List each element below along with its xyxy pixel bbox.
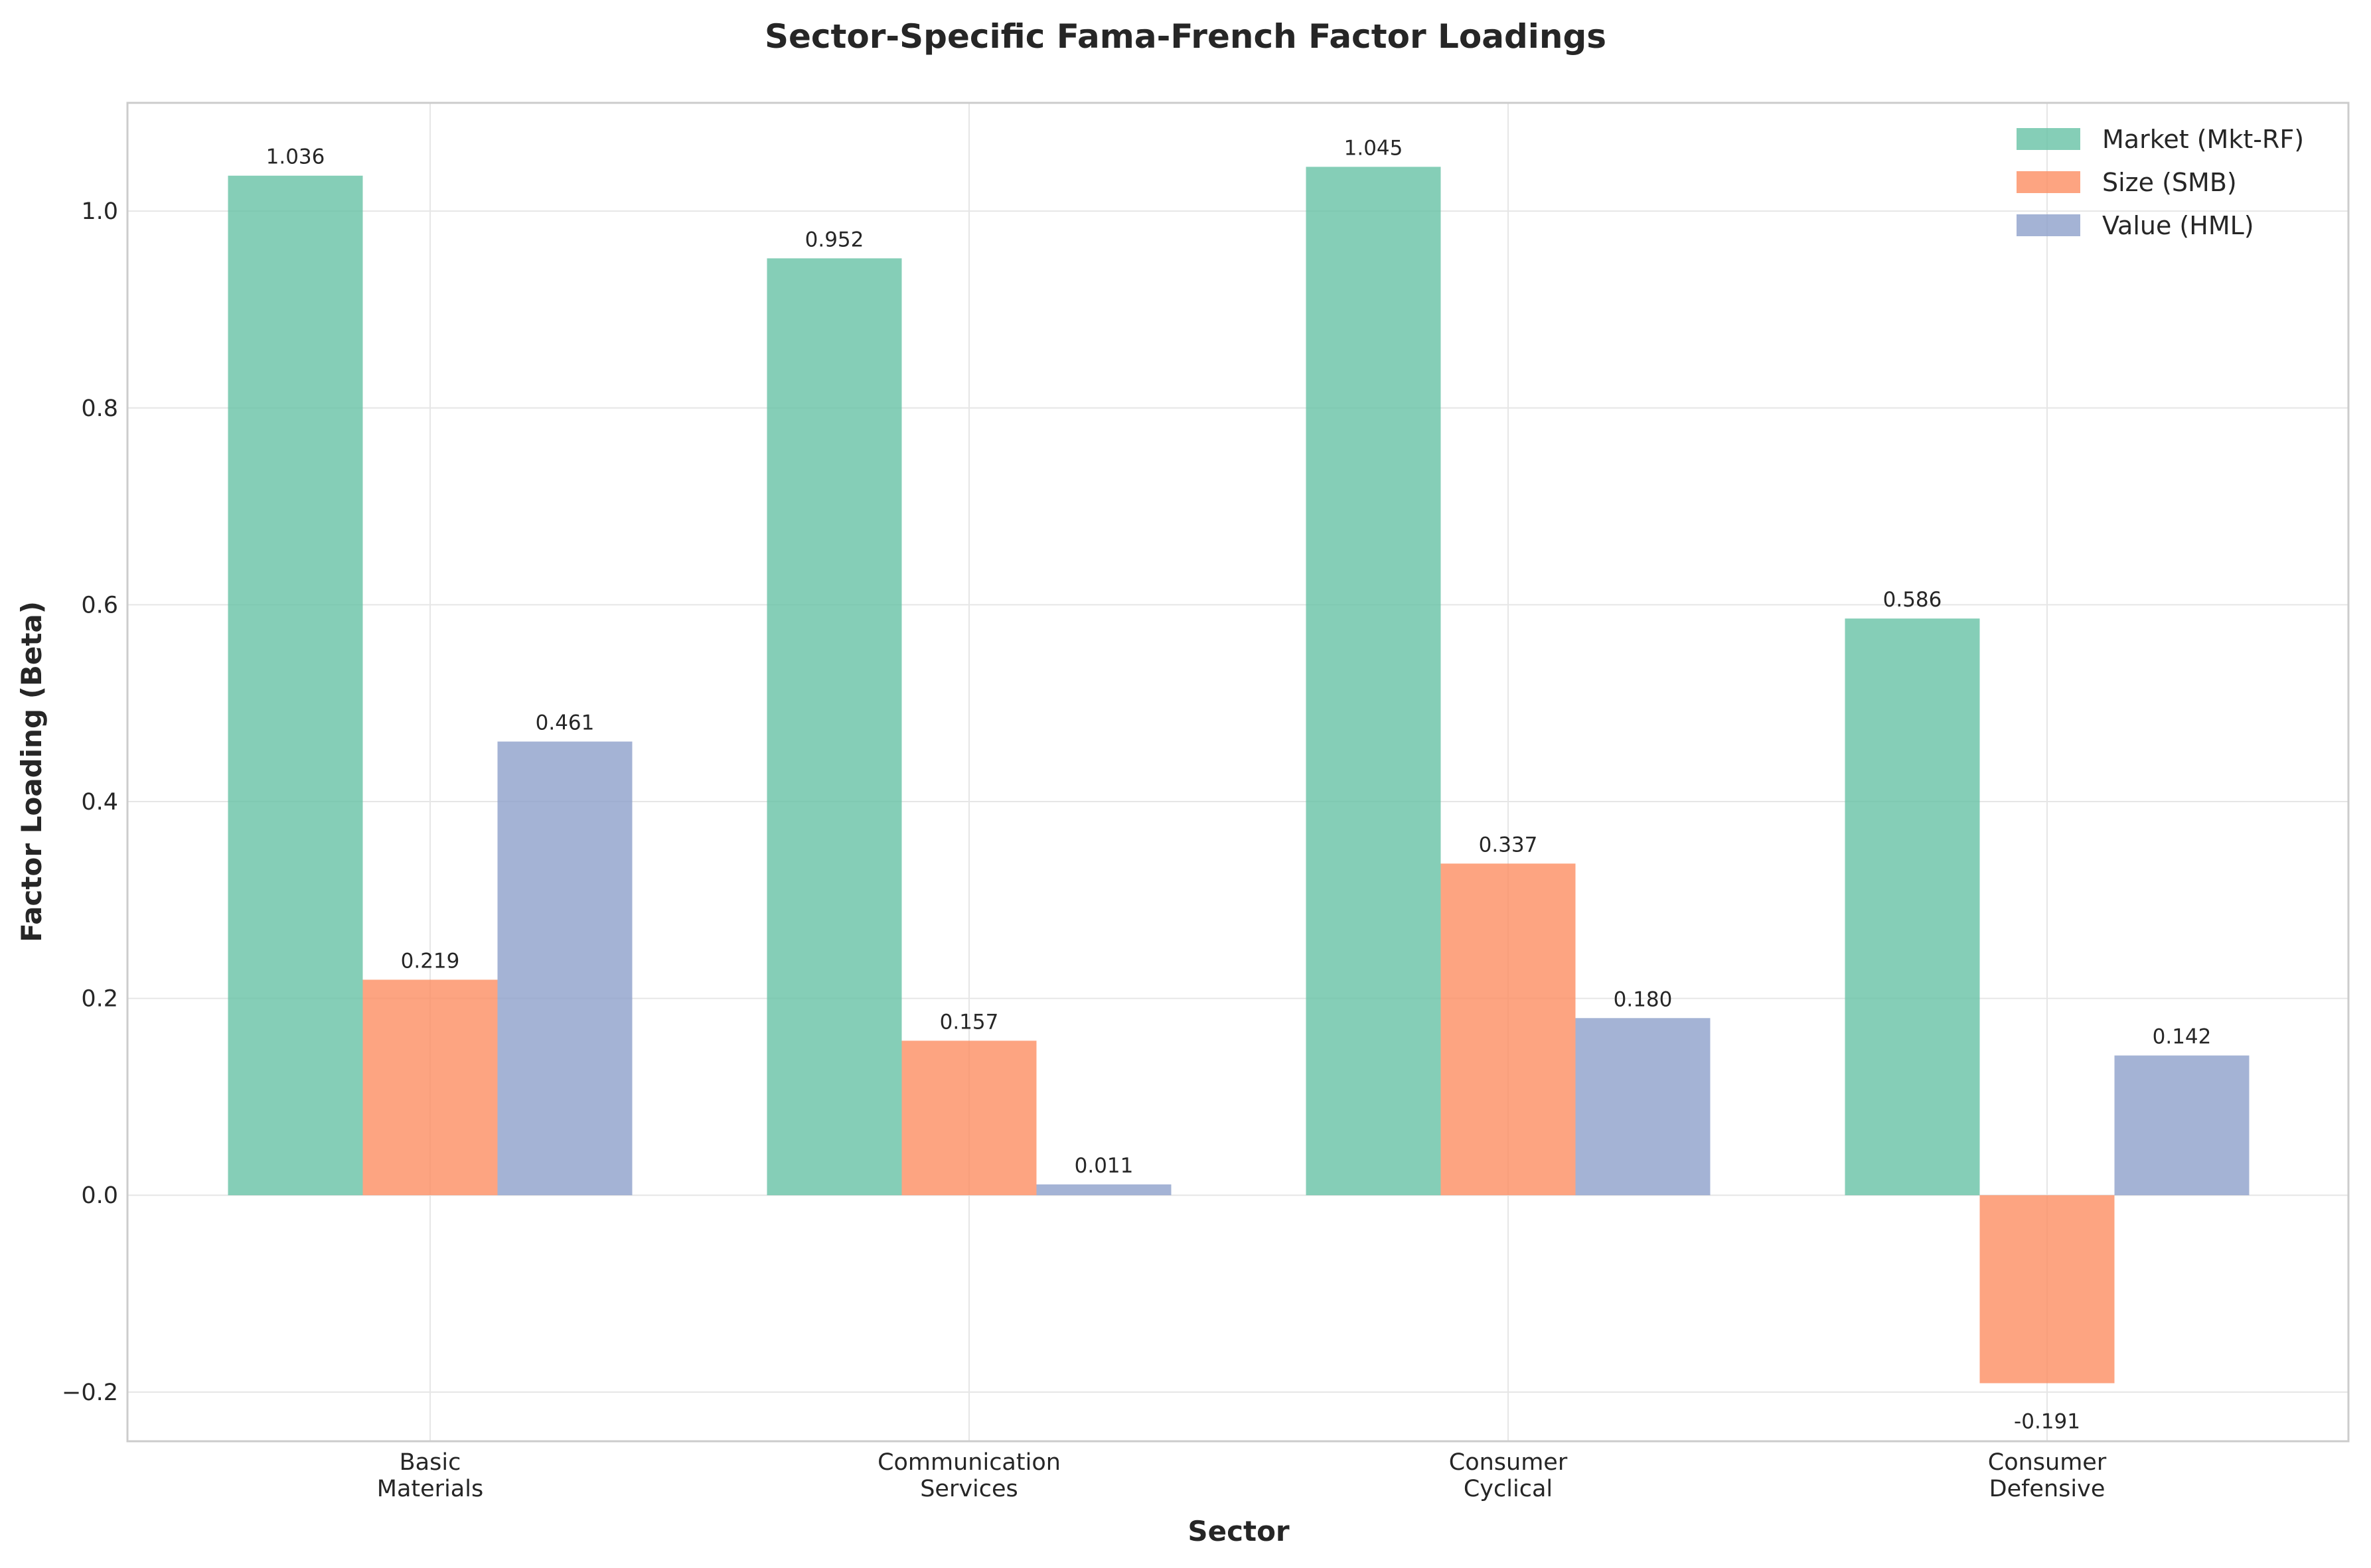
x-tick-label: Communication Services bbox=[878, 1449, 1061, 1502]
bar bbox=[901, 1040, 1037, 1196]
bar bbox=[1845, 618, 1980, 1196]
bar-value-label: 0.142 bbox=[2153, 1025, 2212, 1049]
bar bbox=[1440, 863, 1576, 1196]
bar bbox=[2114, 1055, 2250, 1196]
bar bbox=[1036, 1184, 1172, 1196]
bar bbox=[497, 741, 633, 1196]
x-tick-label: Basic Materials bbox=[377, 1449, 483, 1502]
x-tick-label: Consumer Defensive bbox=[1988, 1449, 2107, 1502]
legend-label: Market (Mkt-RF) bbox=[2102, 125, 2304, 154]
y-tick-label: 1.0 bbox=[81, 198, 118, 225]
bar-value-label: 0.180 bbox=[1614, 987, 1673, 1011]
bar-value-label: 1.036 bbox=[266, 145, 325, 169]
bar-value-label: 0.461 bbox=[536, 711, 595, 735]
y-tick-label: 0.4 bbox=[81, 789, 118, 816]
bar bbox=[1979, 1195, 2115, 1384]
bars bbox=[228, 167, 2250, 1384]
legend: Market (Mkt-RF) Size (SMB) Value (HML) bbox=[2017, 125, 2304, 240]
legend-label: Value (HML) bbox=[2102, 211, 2254, 240]
legend-swatch bbox=[2017, 214, 2080, 236]
y-tick-label: 0.0 bbox=[81, 1182, 118, 1209]
bar-labels: 1.036 0.952 1.045 0.586 0.219 0.157 0.337 -0.19… bbox=[266, 136, 2212, 1433]
chart-title: Sector-Specific Fama-French Factor Loadi… bbox=[765, 17, 1606, 56]
y-axis-label: Factor Loading (Beta) bbox=[15, 601, 48, 942]
bar bbox=[362, 979, 498, 1196]
y-tick-label: −0.2 bbox=[62, 1380, 118, 1406]
bar bbox=[1306, 167, 1441, 1196]
legend-label: Size (SMB) bbox=[2102, 168, 2237, 197]
bar-value-label: 0.219 bbox=[401, 949, 460, 973]
x-axis-label: Sector bbox=[1187, 1515, 1290, 1547]
bar bbox=[228, 175, 363, 1196]
bar-value-label: 1.045 bbox=[1344, 136, 1403, 160]
bar bbox=[1575, 1018, 1711, 1196]
x-tick-label: Consumer Cyclical bbox=[1449, 1449, 1568, 1502]
bar-value-label: 0.011 bbox=[1075, 1154, 1134, 1178]
bar-value-label: 0.337 bbox=[1479, 833, 1538, 857]
y-tick-label: 0.6 bbox=[81, 592, 118, 618]
y-tick-label: 0.8 bbox=[81, 395, 118, 422]
plot-frame bbox=[126, 102, 2350, 1443]
bar-value-label: 0.952 bbox=[805, 228, 864, 251]
y-axis-ticks: −0.2 0.0 0.2 0.4 0.6 0.8 1.0 bbox=[62, 198, 118, 1406]
bar-value-label: 0.157 bbox=[940, 1010, 999, 1034]
bar bbox=[767, 258, 902, 1196]
bar-value-label: 0.586 bbox=[1883, 588, 1942, 612]
x-axis-ticks: Basic Materials Communication Services Consu… bbox=[377, 1449, 2107, 1502]
legend-swatch bbox=[2017, 171, 2080, 193]
bar-value-label: -0.191 bbox=[2014, 1409, 2080, 1433]
legend-swatch bbox=[2017, 128, 2080, 150]
y-tick-label: 0.2 bbox=[81, 986, 118, 1013]
